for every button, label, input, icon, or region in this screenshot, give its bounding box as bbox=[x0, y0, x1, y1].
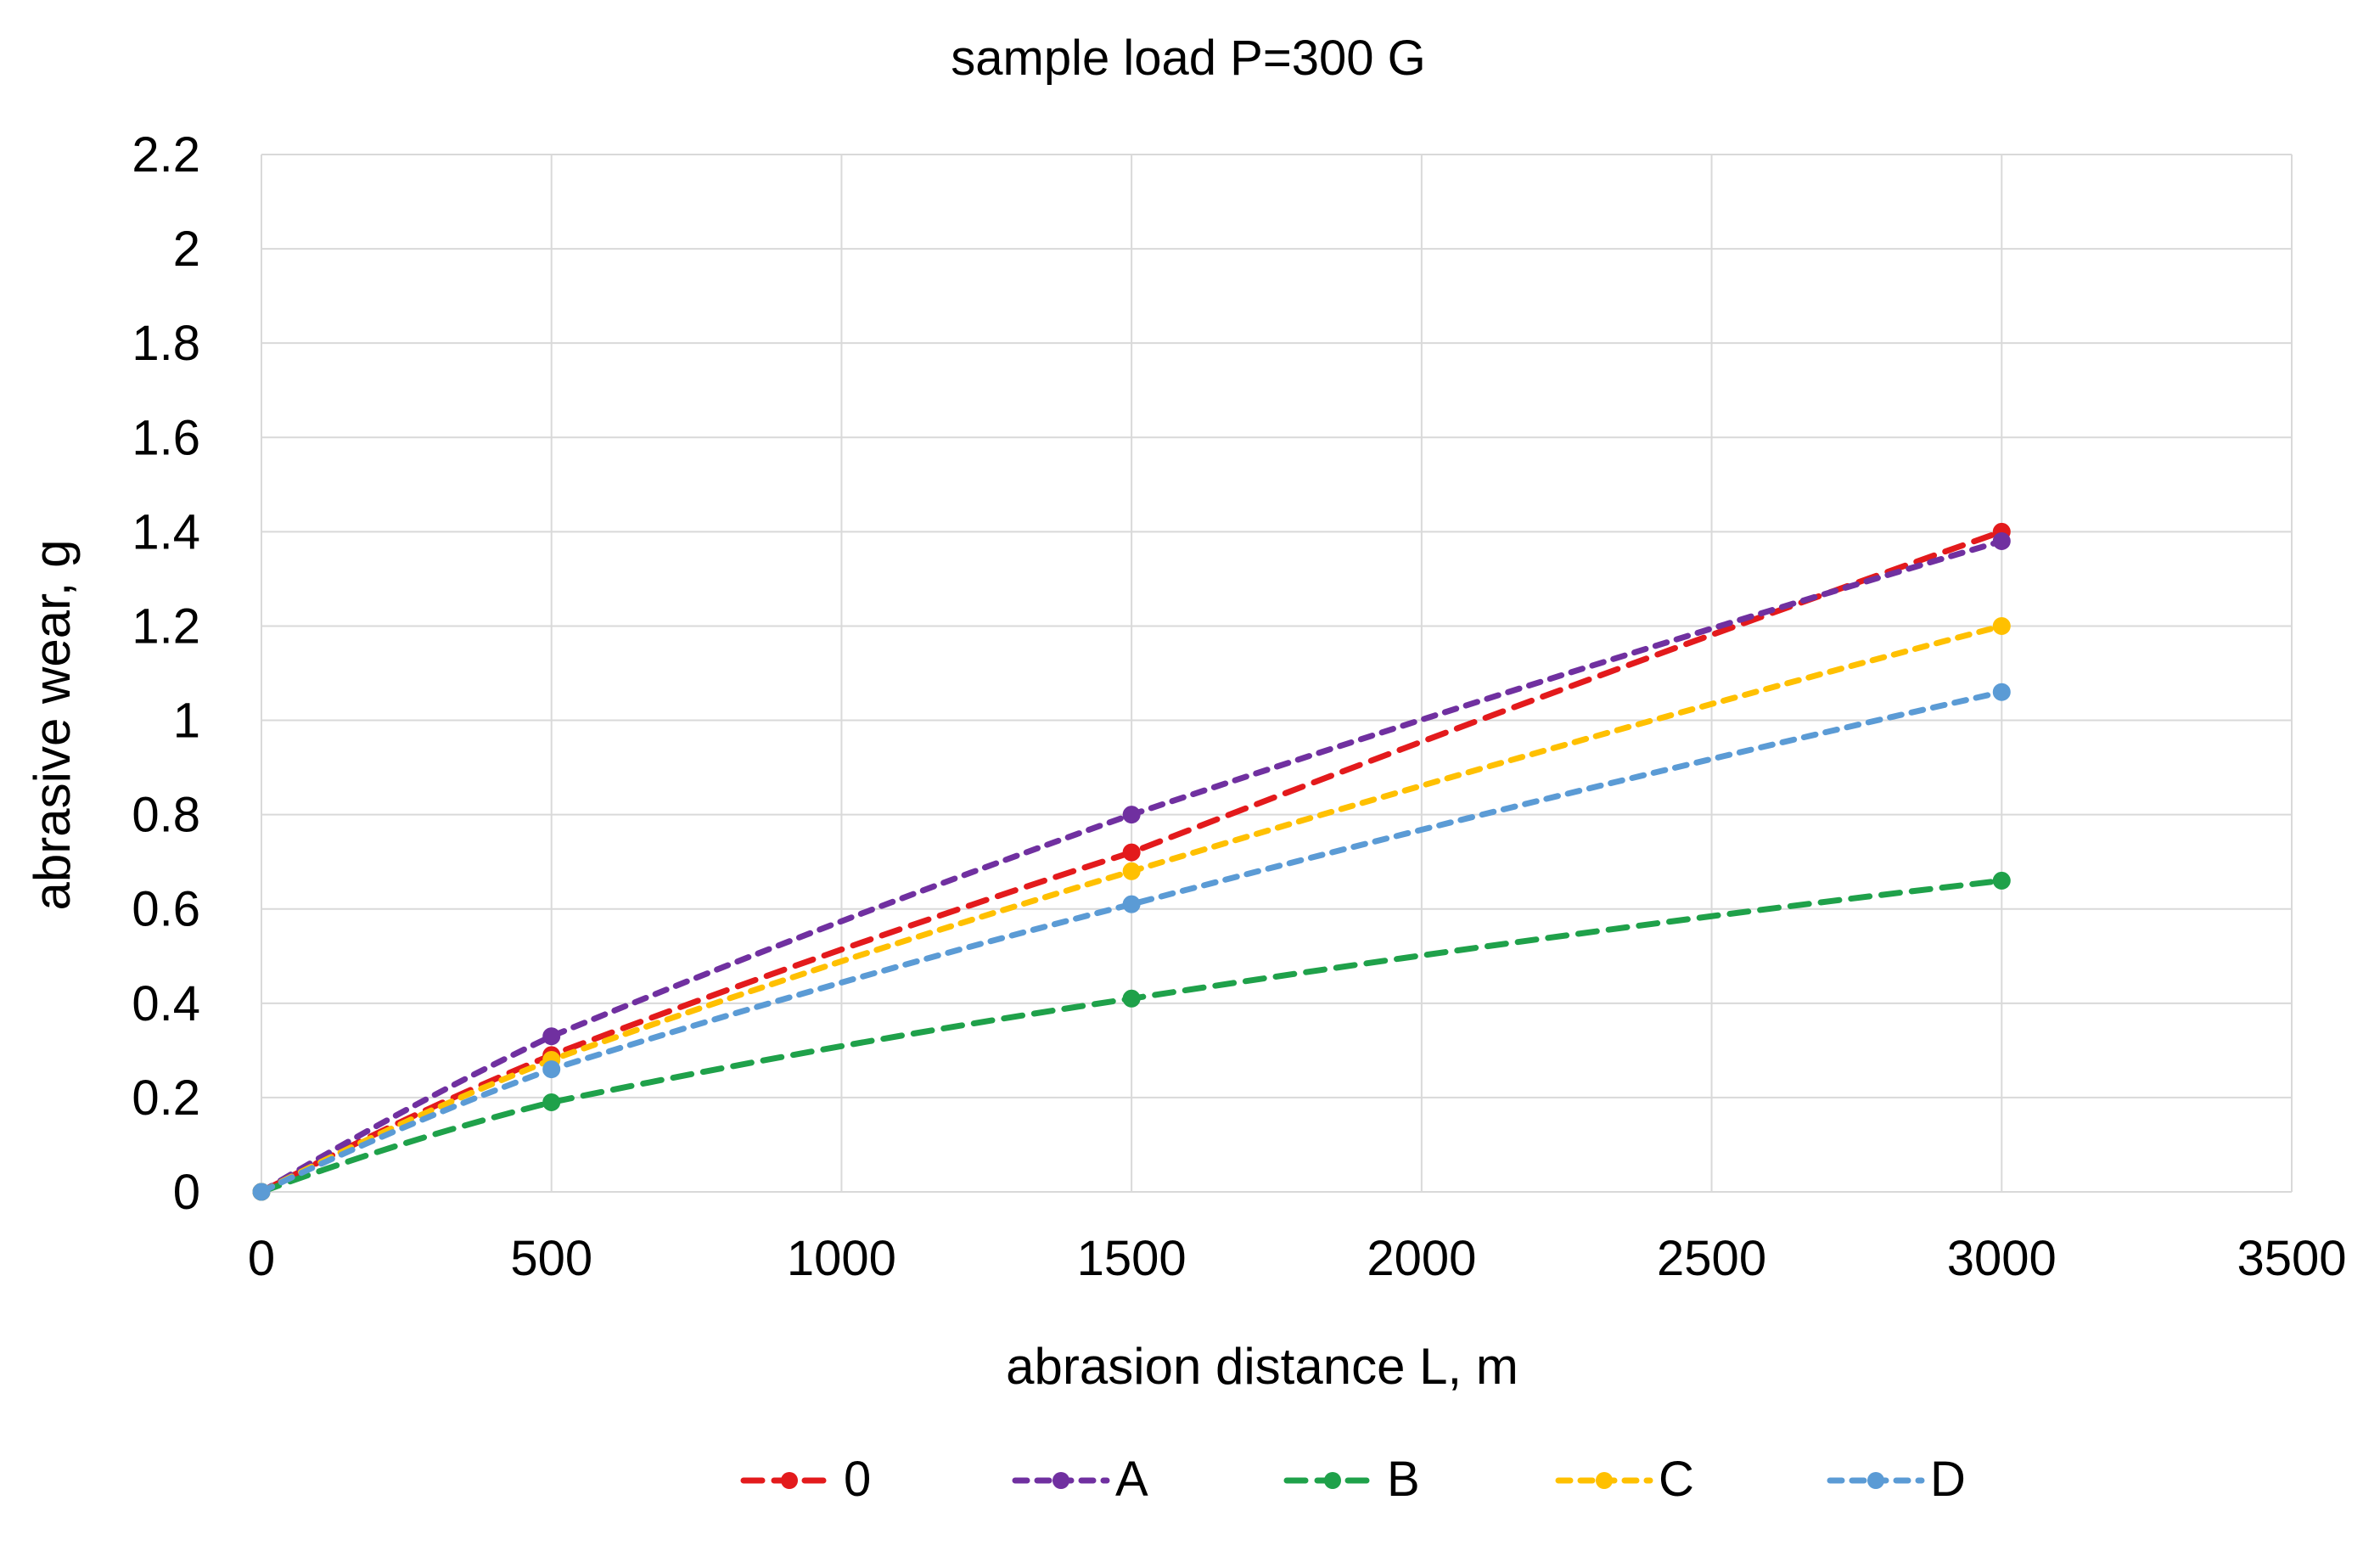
data-point-C-3 bbox=[1992, 616, 2011, 635]
y-tick-label: 0.2 bbox=[132, 1070, 200, 1126]
data-point-B-3 bbox=[1992, 871, 2011, 890]
y-tick-label: 0.4 bbox=[132, 976, 200, 1031]
x-tick-label: 3500 bbox=[2237, 1231, 2346, 1286]
x-tick-label: 1000 bbox=[787, 1231, 896, 1286]
y-tick-label: 1 bbox=[173, 694, 200, 749]
x-axis-title: abrasion distance L, m bbox=[1006, 1338, 1518, 1395]
y-tick-label: 2 bbox=[173, 222, 200, 277]
y-tick-label: 1.4 bbox=[132, 504, 200, 559]
grid-layer bbox=[261, 154, 2293, 1193]
y-axis-title: abrasive wear, g bbox=[24, 540, 81, 911]
legend-layer: 0 A B C D bbox=[740, 1452, 1966, 1507]
series-layer bbox=[252, 522, 2011, 1201]
data-point-0-2 bbox=[1122, 843, 1141, 862]
data-point-C-2 bbox=[1122, 862, 1141, 880]
legend-marker-0 bbox=[781, 1472, 798, 1489]
data-point-A-1 bbox=[542, 1027, 561, 1046]
series-line-B bbox=[258, 877, 2005, 1195]
legend-label-B: B bbox=[1387, 1452, 1420, 1507]
legend-label-0: 0 bbox=[844, 1452, 871, 1507]
legend-marker-D bbox=[1867, 1472, 1884, 1489]
y-tick-label: 0 bbox=[173, 1165, 200, 1220]
y-tick-label: 1.2 bbox=[132, 598, 200, 654]
y-tick-label: 2.2 bbox=[132, 127, 200, 183]
data-point-D-3 bbox=[1992, 683, 2011, 701]
chart-title: sample load P=300 G bbox=[951, 31, 1425, 86]
series-line-A bbox=[258, 537, 2005, 1195]
x-tick-label: 1500 bbox=[1077, 1231, 1187, 1286]
x-tick-label: 2500 bbox=[1657, 1231, 1766, 1286]
series-line-C bbox=[258, 622, 2005, 1195]
data-point-A-3 bbox=[1992, 531, 2011, 550]
legend-label-D: D bbox=[1930, 1452, 1966, 1507]
x-tick-label: 0 bbox=[248, 1231, 275, 1286]
data-point-D-2 bbox=[1122, 895, 1141, 913]
y-tick-label: 1.6 bbox=[132, 410, 200, 465]
legend-label-C: C bbox=[1659, 1452, 1694, 1507]
data-point-B-2 bbox=[1122, 989, 1141, 1008]
legend-marker-B bbox=[1324, 1472, 1341, 1489]
data-point-D-1 bbox=[542, 1060, 561, 1079]
legend-label-A: A bbox=[1115, 1452, 1148, 1507]
y-tick-label: 0.6 bbox=[132, 882, 200, 937]
legend-marker-C bbox=[1596, 1472, 1613, 1489]
x-tick-label: 500 bbox=[510, 1231, 592, 1286]
data-point-B-1 bbox=[542, 1093, 561, 1111]
series-line-0 bbox=[258, 528, 2005, 1195]
y-tick-label: 1.8 bbox=[132, 316, 200, 371]
y-tick-label: 0.8 bbox=[132, 788, 200, 843]
series-line-D bbox=[258, 688, 2005, 1195]
data-point-A-2 bbox=[1122, 806, 1141, 824]
legend-marker-A bbox=[1052, 1472, 1069, 1489]
data-point-D-0 bbox=[252, 1183, 271, 1201]
x-tick-label: 3000 bbox=[1947, 1231, 2057, 1286]
x-tick-label: 2000 bbox=[1367, 1231, 1476, 1286]
ticks-layer: 0 0.2 0.4 0.6 0.8 1 1.2 1.4 1.6 1.8 2 2.2 0 500 1000 15… bbox=[132, 127, 2346, 1286]
